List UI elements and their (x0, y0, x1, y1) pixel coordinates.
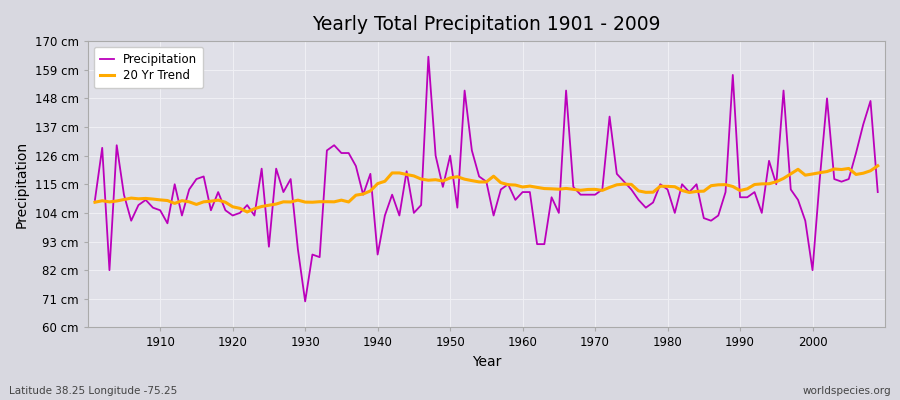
Precipitation (423, 54, 434, 59)
20 Yr Trend (357, 192, 368, 196)
Title: Yearly Total Precipitation 1901 - 2009: Yearly Total Precipitation 1901 - 2009 (312, 15, 661, 34)
20 Yr Trend (242, 210, 253, 214)
Y-axis label: Precipitation: Precipitation (15, 141, 29, 228)
Line: Precipitation: Precipitation (95, 57, 878, 301)
20 Yr Trend (90, 200, 101, 205)
X-axis label: Year: Year (472, 355, 501, 369)
Precipitation (300, 299, 310, 304)
Text: Latitude 38.25 Longitude -75.25: Latitude 38.25 Longitude -75.25 (9, 386, 177, 396)
Precipitation (148, 205, 158, 210)
20 Yr Trend (314, 199, 325, 204)
Precipitation (90, 198, 101, 202)
20 Yr Trend (518, 184, 528, 189)
Precipitation (618, 179, 629, 184)
Precipitation (357, 192, 368, 197)
Precipitation (872, 190, 883, 194)
Line: 20 Yr Trend: 20 Yr Trend (95, 166, 878, 212)
Precipitation (525, 190, 535, 194)
Legend: Precipitation, 20 Yr Trend: Precipitation, 20 Yr Trend (94, 47, 203, 88)
20 Yr Trend (611, 182, 622, 187)
Precipitation (314, 255, 325, 260)
20 Yr Trend (148, 197, 158, 202)
20 Yr Trend (872, 163, 883, 168)
Text: worldspecies.org: worldspecies.org (803, 386, 891, 396)
Precipitation (532, 242, 543, 246)
20 Yr Trend (525, 184, 535, 188)
